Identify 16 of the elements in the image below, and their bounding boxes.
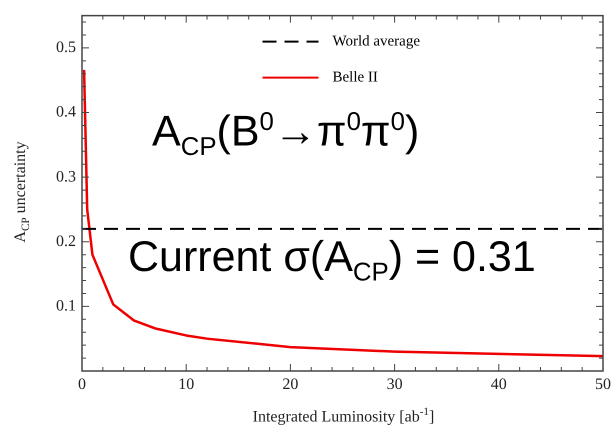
x-tick-label: 10 — [178, 376, 194, 393]
y-tick-label: 0.5 — [56, 39, 76, 56]
y-tick-label: 0.4 — [56, 104, 76, 121]
x-axis-title: Integrated Luminosity [ab$^{-1}$] — [252, 406, 434, 426]
x-tick-label: 40 — [490, 376, 507, 393]
y-tick-label: 0.2 — [56, 232, 76, 250]
x-tick-label: 30 — [386, 376, 403, 393]
legend-label: Belle II — [332, 70, 378, 86]
x-tick-label: 0 — [78, 376, 86, 393]
legend-label: World average — [332, 34, 420, 50]
y-tick-label: 0.1 — [56, 298, 76, 315]
annotation: Current σ(A$_{CP}$) = 0.31 — [128, 233, 536, 287]
text: A$_{CP}$(B$^{0}$→π$^{0}$π$^{0}$) — [152, 107, 420, 161]
x-tick-label: 20 — [282, 376, 298, 393]
x-tick-label: 50 — [595, 376, 611, 393]
y-tick-label: 0.3 — [56, 168, 76, 186]
